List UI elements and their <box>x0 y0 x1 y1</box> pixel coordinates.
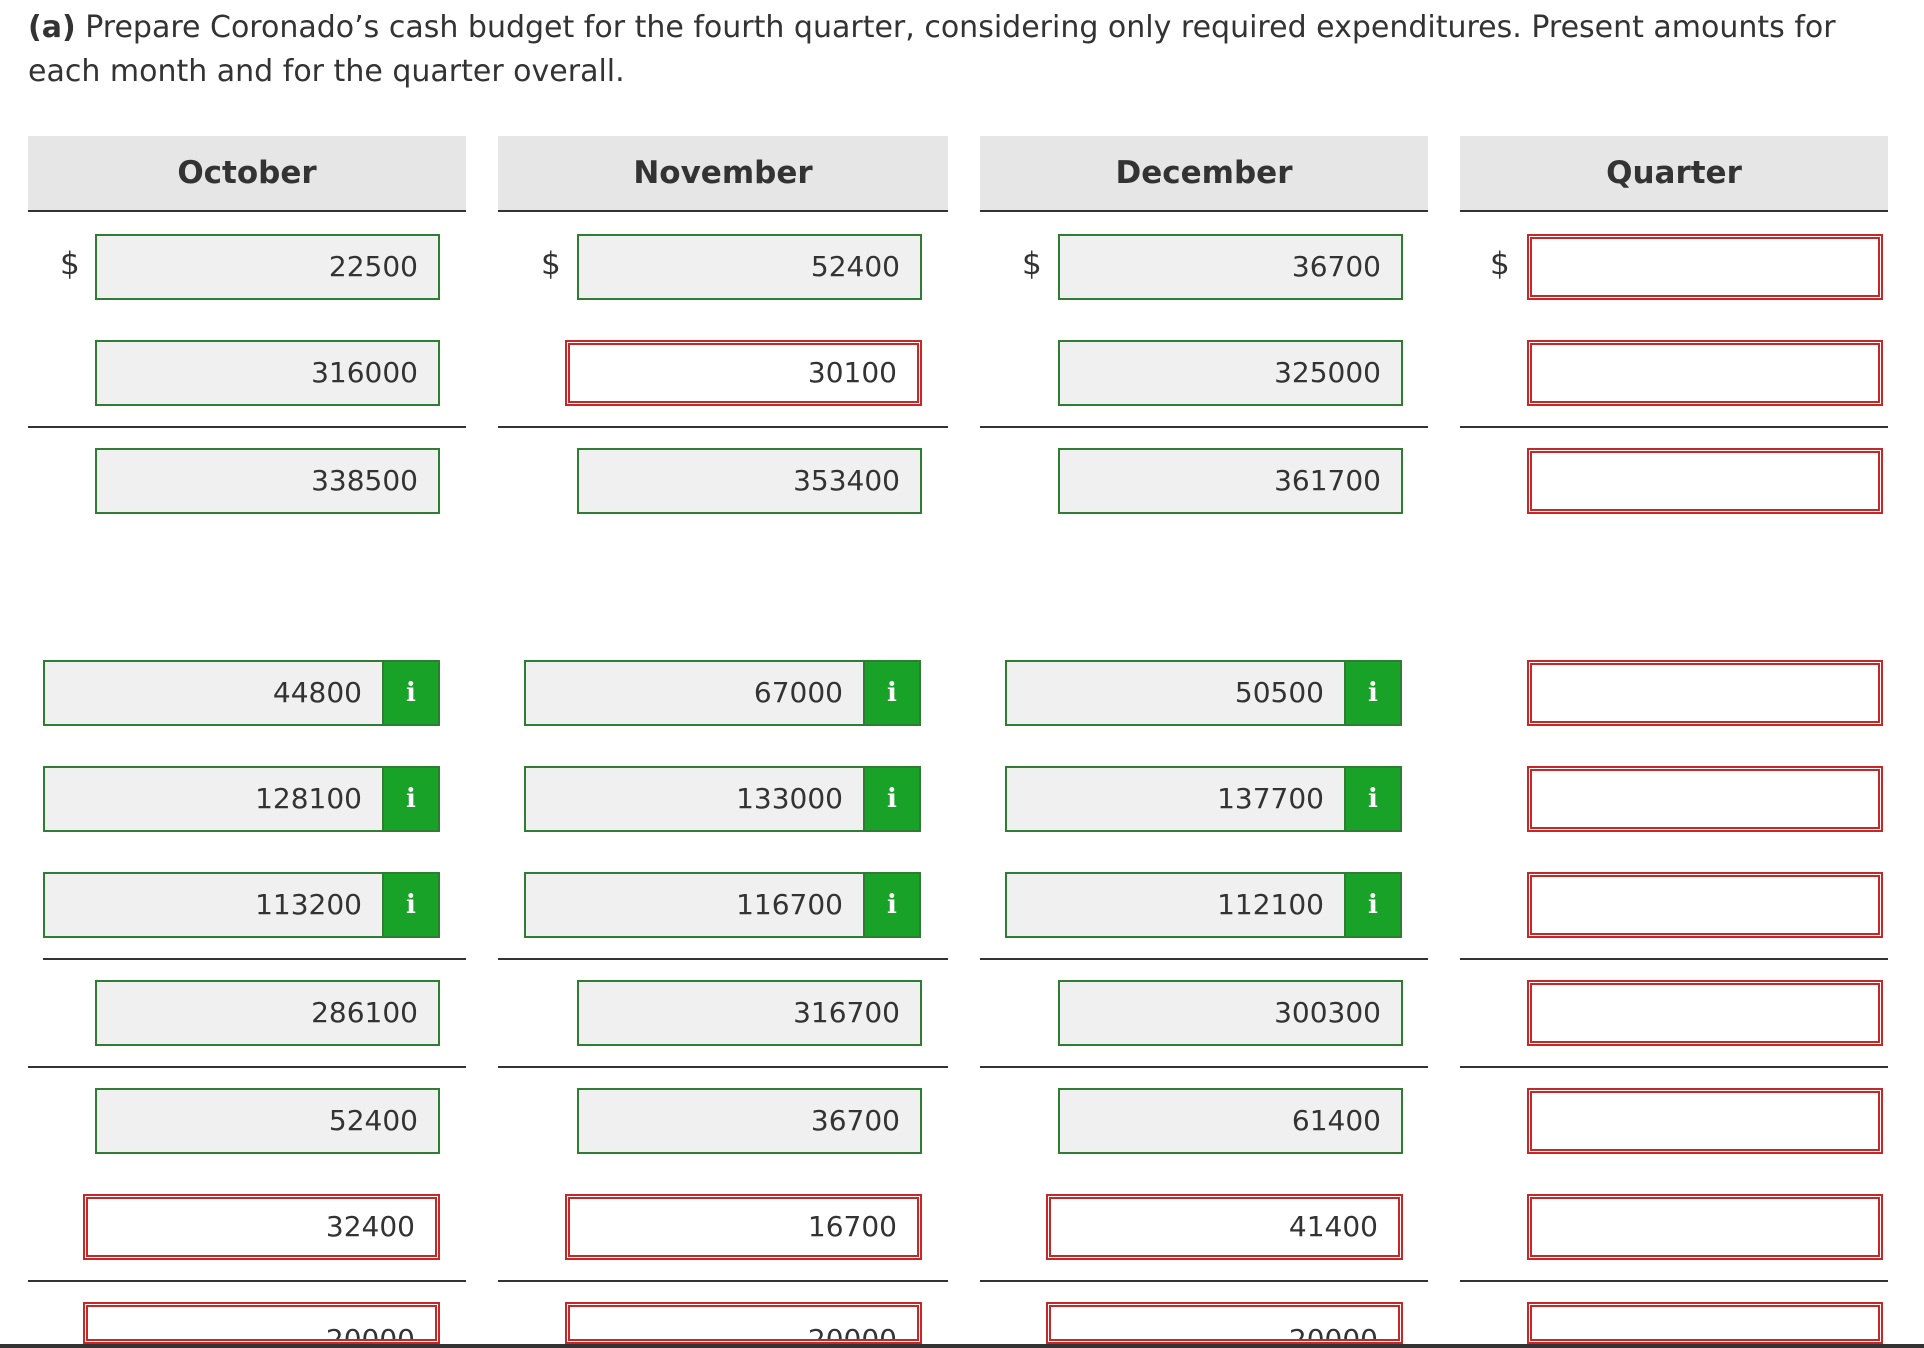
october-row4-input[interactable]: 44800 <box>43 660 382 726</box>
quarter-row4-input[interactable] <box>1527 660 1883 726</box>
quarter-row2-input[interactable] <box>1527 340 1883 406</box>
quarter-row9-input[interactable] <box>1527 1194 1883 1260</box>
subtotal-rule <box>1460 426 1888 428</box>
subtotal-rule <box>28 1280 466 1282</box>
october-row6-input[interactable]: 113200 <box>43 872 382 938</box>
november-row8-input[interactable]: 36700 <box>577 1088 922 1154</box>
quarter-row8-input[interactable] <box>1527 1088 1883 1154</box>
subtotal-rule <box>980 1066 1428 1068</box>
november-row1-input[interactable]: 52400 <box>577 234 922 300</box>
october-row8-input[interactable]: 52400 <box>95 1088 440 1154</box>
december-row6-input[interactable]: 112100 <box>1005 872 1344 938</box>
header-november: November <box>498 136 948 212</box>
november-row4-input[interactable]: 67000 <box>524 660 863 726</box>
november-row2-input[interactable]: 30100 <box>565 340 922 406</box>
december-row5-input[interactable]: 137700 <box>1005 766 1344 832</box>
header-december: December <box>980 136 1428 212</box>
info-icon[interactable]: i <box>1344 766 1402 832</box>
subtotal-rule <box>43 958 466 960</box>
october-row10-input[interactable]: 20000 <box>83 1302 440 1344</box>
info-icon[interactable]: i <box>1344 872 1402 938</box>
viewport-bottom-border <box>0 1344 1924 1348</box>
quarter-row1-input[interactable] <box>1527 234 1883 300</box>
november-row10-input[interactable]: 20000 <box>565 1302 922 1344</box>
subtotal-rule <box>1460 1066 1888 1068</box>
header-quarter: Quarter <box>1460 136 1888 212</box>
october-row1-input[interactable]: 22500 <box>95 234 440 300</box>
header-october: October <box>28 136 466 212</box>
october-row4-input-group: 44800 i <box>43 660 440 726</box>
info-icon[interactable]: i <box>382 872 440 938</box>
november-row5-input-group: 133000 i <box>524 766 921 832</box>
december-row2-input[interactable]: 325000 <box>1058 340 1403 406</box>
currency-symbol: $ <box>541 246 561 282</box>
november-row7-input[interactable]: 316700 <box>577 980 922 1046</box>
november-row5-input[interactable]: 133000 <box>524 766 863 832</box>
subtotal-rule <box>28 426 466 428</box>
october-row9-input[interactable]: 32400 <box>83 1194 440 1260</box>
december-row8-input[interactable]: 61400 <box>1058 1088 1403 1154</box>
subtotal-rule <box>498 426 948 428</box>
december-row10-input[interactable]: 20000 <box>1046 1302 1403 1344</box>
subtotal-rule <box>498 1280 948 1282</box>
quarter-row10-input[interactable] <box>1527 1302 1883 1344</box>
currency-symbol: $ <box>60 246 80 282</box>
info-icon[interactable]: i <box>863 660 921 726</box>
december-row7-input[interactable]: 300300 <box>1058 980 1403 1046</box>
quarter-row7-input[interactable] <box>1527 980 1883 1046</box>
currency-symbol: $ <box>1022 246 1042 282</box>
october-row7-input[interactable]: 286100 <box>95 980 440 1046</box>
october-row6-input-group: 113200 i <box>43 872 440 938</box>
subtotal-rule <box>498 958 948 960</box>
quarter-row5-input[interactable] <box>1527 766 1883 832</box>
december-row4-input[interactable]: 50500 <box>1005 660 1344 726</box>
info-icon[interactable]: i <box>1344 660 1402 726</box>
currency-symbol: $ <box>1490 246 1510 282</box>
november-row6-input-group: 116700 i <box>524 872 921 938</box>
november-row9-input[interactable]: 16700 <box>565 1194 922 1260</box>
quarter-row3-input[interactable] <box>1527 448 1883 514</box>
info-icon[interactable]: i <box>382 660 440 726</box>
november-row3-input[interactable]: 353400 <box>577 448 922 514</box>
quarter-row6-input[interactable] <box>1527 872 1883 938</box>
november-row6-input[interactable]: 116700 <box>524 872 863 938</box>
december-row3-input[interactable]: 361700 <box>1058 448 1403 514</box>
question-prompt: (a) Prepare Coronado’s cash budget for t… <box>28 6 1888 94</box>
subtotal-rule <box>980 426 1428 428</box>
info-icon[interactable]: i <box>863 872 921 938</box>
november-row4-input-group: 67000 i <box>524 660 921 726</box>
december-row4-input-group: 50500 i <box>1005 660 1402 726</box>
october-row5-input[interactable]: 128100 <box>43 766 382 832</box>
info-icon[interactable]: i <box>382 766 440 832</box>
october-row5-input-group: 128100 i <box>43 766 440 832</box>
question-part-label: (a) <box>28 10 76 45</box>
subtotal-rule <box>980 1280 1428 1282</box>
december-row5-input-group: 137700 i <box>1005 766 1402 832</box>
october-row2-input[interactable]: 316000 <box>95 340 440 406</box>
subtotal-rule <box>1460 958 1888 960</box>
subtotal-rule <box>980 958 1428 960</box>
subtotal-rule <box>498 1066 948 1068</box>
question-text: Prepare Coronado’s cash budget for the f… <box>28 10 1836 89</box>
october-row3-input[interactable]: 338500 <box>95 448 440 514</box>
december-row9-input[interactable]: 41400 <box>1046 1194 1403 1260</box>
info-icon[interactable]: i <box>863 766 921 832</box>
subtotal-rule <box>1460 1280 1888 1282</box>
december-row6-input-group: 112100 i <box>1005 872 1402 938</box>
december-row1-input[interactable]: 36700 <box>1058 234 1403 300</box>
subtotal-rule <box>28 1066 466 1068</box>
